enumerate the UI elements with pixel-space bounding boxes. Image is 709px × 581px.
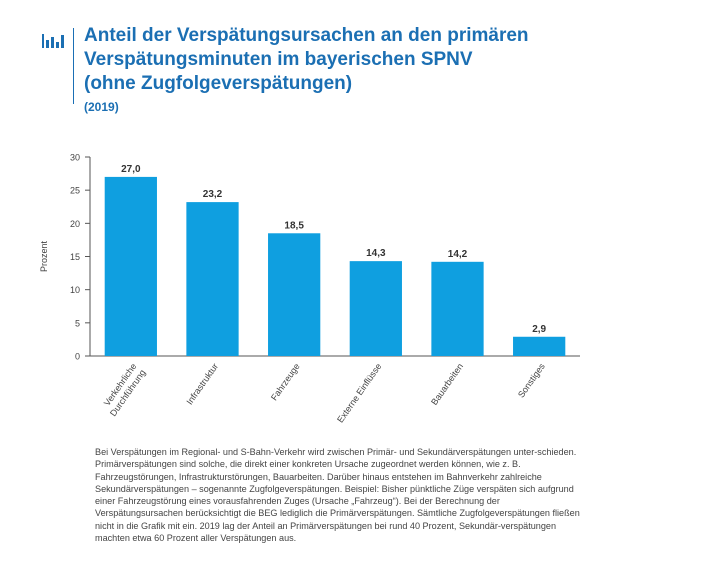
x-tick-label-line: Fahrzeuge (269, 361, 302, 402)
chart-title: Anteil der Verspätungsursachen an den pr… (84, 24, 604, 96)
x-tick-label: VerkehrlicheDurchführung (99, 361, 147, 418)
x-tick-label-line: Infrastruktur (184, 361, 220, 406)
title-line-2: Verspätungsminuten im bayerischen SPNV (84, 49, 473, 70)
y-tick-label: 20 (70, 219, 80, 229)
data-label: 14,2 (448, 249, 468, 260)
description-text: Bei Verspätungen im Regional- und S-Bahn… (95, 447, 580, 544)
y-tick-label: 5 (75, 318, 80, 328)
x-tick-label-line: Sonstiges (516, 361, 547, 400)
x-tick-label: Externe Einflüsse (335, 361, 383, 424)
y-tick-label: 25 (70, 186, 80, 196)
y-tick-label: 0 (75, 352, 80, 362)
y-tick-label: 30 (70, 153, 80, 163)
chart-subtitle: (2019) (84, 100, 119, 114)
x-tick-label: Sonstiges (516, 361, 547, 400)
bar-chart-icon (42, 34, 64, 48)
chart-header: Anteil der Verspätungsursachen an den pr… (42, 24, 682, 124)
bar (186, 202, 239, 356)
data-label: 2,9 (532, 324, 546, 335)
bar (268, 233, 321, 356)
title-line-3: (ohne Zugfolgeverspätungen) (84, 73, 353, 94)
y-tick-label: 15 (70, 252, 80, 262)
bar (104, 176, 157, 356)
header-divider (73, 28, 74, 104)
x-tick-label-line: Externe Einflüsse (335, 361, 383, 424)
data-label: 27,0 (121, 164, 141, 175)
bar (431, 261, 484, 356)
data-label: 18,5 (284, 220, 304, 231)
bar (513, 336, 566, 356)
data-label: 14,3 (366, 248, 386, 259)
bar-chart: Prozent 0 5 10 15 20 25 30 27,0 VerkehrlicheDurch… (39, 153, 580, 425)
y-axis-label: Prozent (39, 240, 49, 272)
bar (349, 261, 402, 356)
x-tick-label: Fahrzeuge (269, 361, 302, 402)
y-tick-label: 10 (70, 285, 80, 295)
x-tick-label-line: Bauarbeiten (429, 361, 465, 407)
x-tick-label: Infrastruktur (184, 361, 220, 406)
data-label: 23,2 (203, 189, 223, 200)
title-line-1: Anteil der Verspätungsursachen an den pr… (84, 25, 529, 46)
x-tick-label: Bauarbeiten (429, 361, 465, 407)
